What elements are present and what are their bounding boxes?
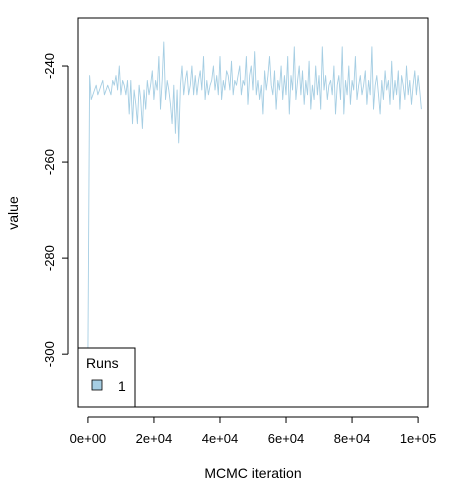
x-axis-title: MCMC iteration — [204, 465, 301, 481]
legend-swatch — [91, 379, 103, 391]
y-tick-label: -300 — [42, 341, 57, 367]
y-tick-label: -260 — [42, 149, 57, 175]
x-tick-label: 1e+05 — [400, 431, 437, 446]
y-axis-title: value — [5, 196, 21, 230]
series-line — [87, 41, 422, 355]
y-tick-label: -280 — [42, 245, 57, 271]
x-axis: 0e+00 2e+04 4e+04 6e+04 8e+04 1e+05 — [70, 416, 437, 446]
x-tick-label: 0e+00 — [70, 431, 107, 446]
series-layer — [87, 41, 422, 355]
x-tick-label: 6e+04 — [268, 431, 305, 446]
legend: Runs 1 — [77, 347, 136, 408]
x-tick-label: 4e+04 — [202, 431, 239, 446]
x-tick-label: 8e+04 — [334, 431, 371, 446]
y-axis: -300 -280 -260 -240 — [42, 53, 69, 367]
y-tick-label: -240 — [42, 53, 57, 79]
plot-frame — [77, 17, 429, 408]
legend-box — [77, 347, 136, 408]
x-tick-label: 2e+04 — [136, 431, 173, 446]
legend-series-label: 1 — [118, 378, 126, 394]
legend-title: Runs — [86, 355, 119, 371]
